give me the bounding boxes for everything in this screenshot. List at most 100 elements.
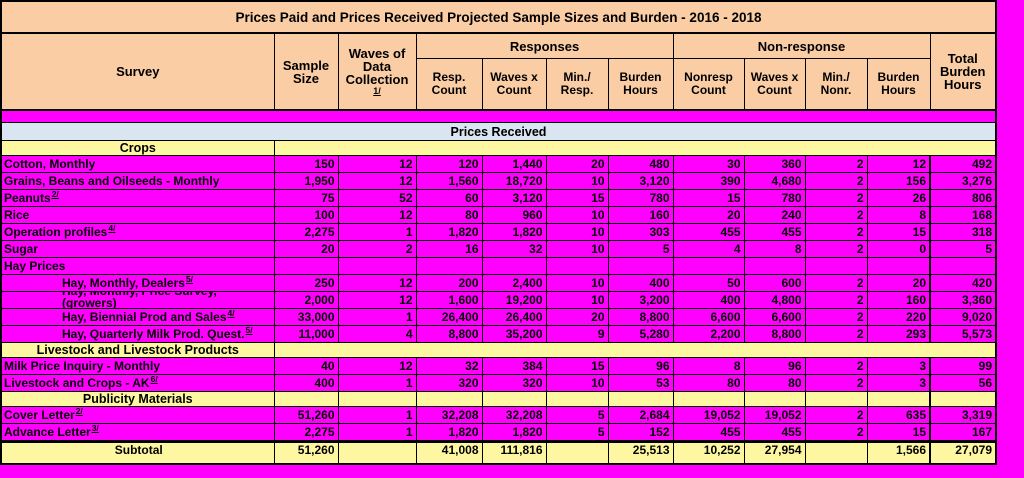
value-cell: 250 — [273, 274, 339, 292]
waves-label: Waves of Data Collection — [345, 46, 409, 87]
table-row: Sugar 20 2 16 32 10 5 4 8 2 0 5 — [0, 240, 997, 258]
value-cell: 780 — [607, 189, 674, 207]
value-cell: 2 — [804, 155, 868, 173]
value-cell: 10 — [545, 274, 609, 292]
col-header-resp-count: Resp. Count — [415, 58, 483, 111]
value-cell: 8 — [866, 206, 931, 224]
value-cell: 150 — [273, 155, 339, 173]
survey-cell: Peanuts2/ — [0, 189, 275, 207]
section-label: Livestock and Livestock Products — [0, 342, 275, 358]
table-row: Livestock and Crops - AK6/400 1 320 320 10 53… — [0, 374, 997, 392]
value-cell: 5 — [545, 423, 609, 442]
survey-cell: Advance Letter3/ — [0, 423, 275, 442]
value-cell: 455 — [743, 423, 806, 442]
value-cell: 12 — [337, 291, 417, 309]
section-empty-cell — [672, 391, 745, 407]
value-cell: 12 — [337, 206, 417, 224]
value-cell: 2 — [804, 240, 868, 258]
clipped-two-line-text: Hay, Monthly, Price Survey,(growers) — [62, 293, 217, 308]
value-cell: 492 — [929, 155, 997, 173]
value-cell: 5,573 — [929, 325, 997, 343]
value-cell: 51,260 — [273, 406, 339, 424]
value-cell: 15 — [545, 189, 609, 207]
value-cell: 2,400 — [481, 274, 547, 292]
col-header-resp-burden-hours: Burden Hours — [607, 58, 674, 111]
value-cell: 12 — [337, 357, 417, 375]
survey-name: Cover Letter — [4, 407, 75, 422]
value-cell — [866, 257, 931, 275]
col-header-min-resp: Min./ Resp. — [545, 58, 609, 111]
value-cell: 2 — [804, 423, 868, 442]
table-row: Cover Letter2/51,260 1 32,208 32,208 5 2,684 1… — [0, 406, 997, 424]
value-cell — [804, 440, 868, 465]
survey-cell: Cover Letter2/ — [0, 406, 275, 424]
value-cell: 10 — [545, 240, 609, 258]
value-cell: 96 — [607, 357, 674, 375]
value-cell: 2 — [804, 172, 868, 190]
value-cell: 1 — [337, 406, 417, 424]
value-cell: 1 — [337, 308, 417, 326]
table-row: Livestock and Livestock Products — [0, 342, 997, 358]
value-cell: 32,208 — [415, 406, 483, 424]
value-cell: 12 — [337, 274, 417, 292]
section-band-label: Prices Received — [0, 122, 997, 141]
value-cell: 3,276 — [929, 172, 997, 190]
section-empty-cell — [481, 391, 547, 407]
value-cell: 32,208 — [481, 406, 547, 424]
value-cell: 420 — [929, 274, 997, 292]
table-row: Rice 100 12 80 960 10 160 20 240 2 8 168 — [0, 206, 997, 224]
value-cell: 75 — [273, 189, 339, 207]
value-cell: 4,800 — [743, 291, 806, 309]
value-cell: 2 — [804, 291, 868, 309]
value-cell: 0 — [866, 240, 931, 258]
value-cell: 41,008 — [415, 440, 483, 465]
section-empty-cell — [804, 391, 868, 407]
table-row: Hay, Monthly, Price Survey,(growers) 2,00… — [0, 291, 997, 309]
value-cell — [545, 257, 609, 275]
value-cell: 10 — [545, 172, 609, 190]
value-cell: 293 — [866, 325, 931, 343]
table-row: Operation profiles4/2,275 1 1,820 1,820 10 30… — [0, 223, 997, 241]
footnote-mark: 4/ — [227, 308, 235, 318]
col-header-resp-waves-x-count: Waves x Count — [481, 58, 547, 111]
survey-cell: Hay, Quarterly Milk Prod. Quest.5/ — [0, 325, 275, 343]
value-cell: 455 — [672, 423, 745, 442]
value-cell: 5 — [545, 406, 609, 424]
value-cell: 600 — [743, 274, 806, 292]
waves-footnote-mark: 1/ — [373, 86, 381, 96]
value-cell: 15 — [545, 357, 609, 375]
value-cell: 32 — [481, 240, 547, 258]
section-empty-cell — [929, 391, 997, 407]
value-cell: 455 — [672, 223, 745, 241]
col-header-min-nonr: Min./ Nonr. — [804, 58, 868, 111]
value-cell: 20 — [672, 206, 745, 224]
value-cell: 400 — [672, 291, 745, 309]
value-cell: 167 — [929, 423, 997, 442]
table-row: Subtotal 51,260 41,008 111,816 25,513 10,252 2… — [0, 440, 997, 465]
survey-cell: Hay, Monthly, Dealers5/ — [0, 274, 275, 292]
group-header-responses: Responses — [415, 32, 674, 59]
value-cell: 1,820 — [481, 423, 547, 442]
survey-name: Cotton, Monthly — [4, 156, 96, 171]
table-row: Grains, Beans and Oilseeds - Monthly 1,95… — [0, 172, 997, 190]
value-cell: 15 — [866, 223, 931, 241]
section-empty-cell — [743, 391, 806, 407]
table-row: Crops — [0, 140, 997, 156]
value-cell: 2 — [804, 274, 868, 292]
value-cell: 1,566 — [866, 440, 931, 465]
survey-cell: Cotton, Monthly — [0, 155, 275, 173]
value-cell: 52 — [337, 189, 417, 207]
footnote-mark: 5/ — [245, 325, 253, 335]
section-empty-cell — [607, 391, 674, 407]
value-cell: 2 — [804, 206, 868, 224]
spacer-cell — [0, 109, 997, 123]
value-cell: 8,800 — [743, 325, 806, 343]
value-cell: 53 — [607, 374, 674, 392]
footnote-mark: 6/ — [150, 374, 158, 384]
value-cell: 27,079 — [929, 440, 997, 465]
value-cell: 156 — [866, 172, 931, 190]
value-cell: 2 — [804, 406, 868, 424]
value-cell: 10 — [545, 223, 609, 241]
section-label: Crops — [0, 140, 275, 156]
section-filler — [273, 140, 997, 156]
